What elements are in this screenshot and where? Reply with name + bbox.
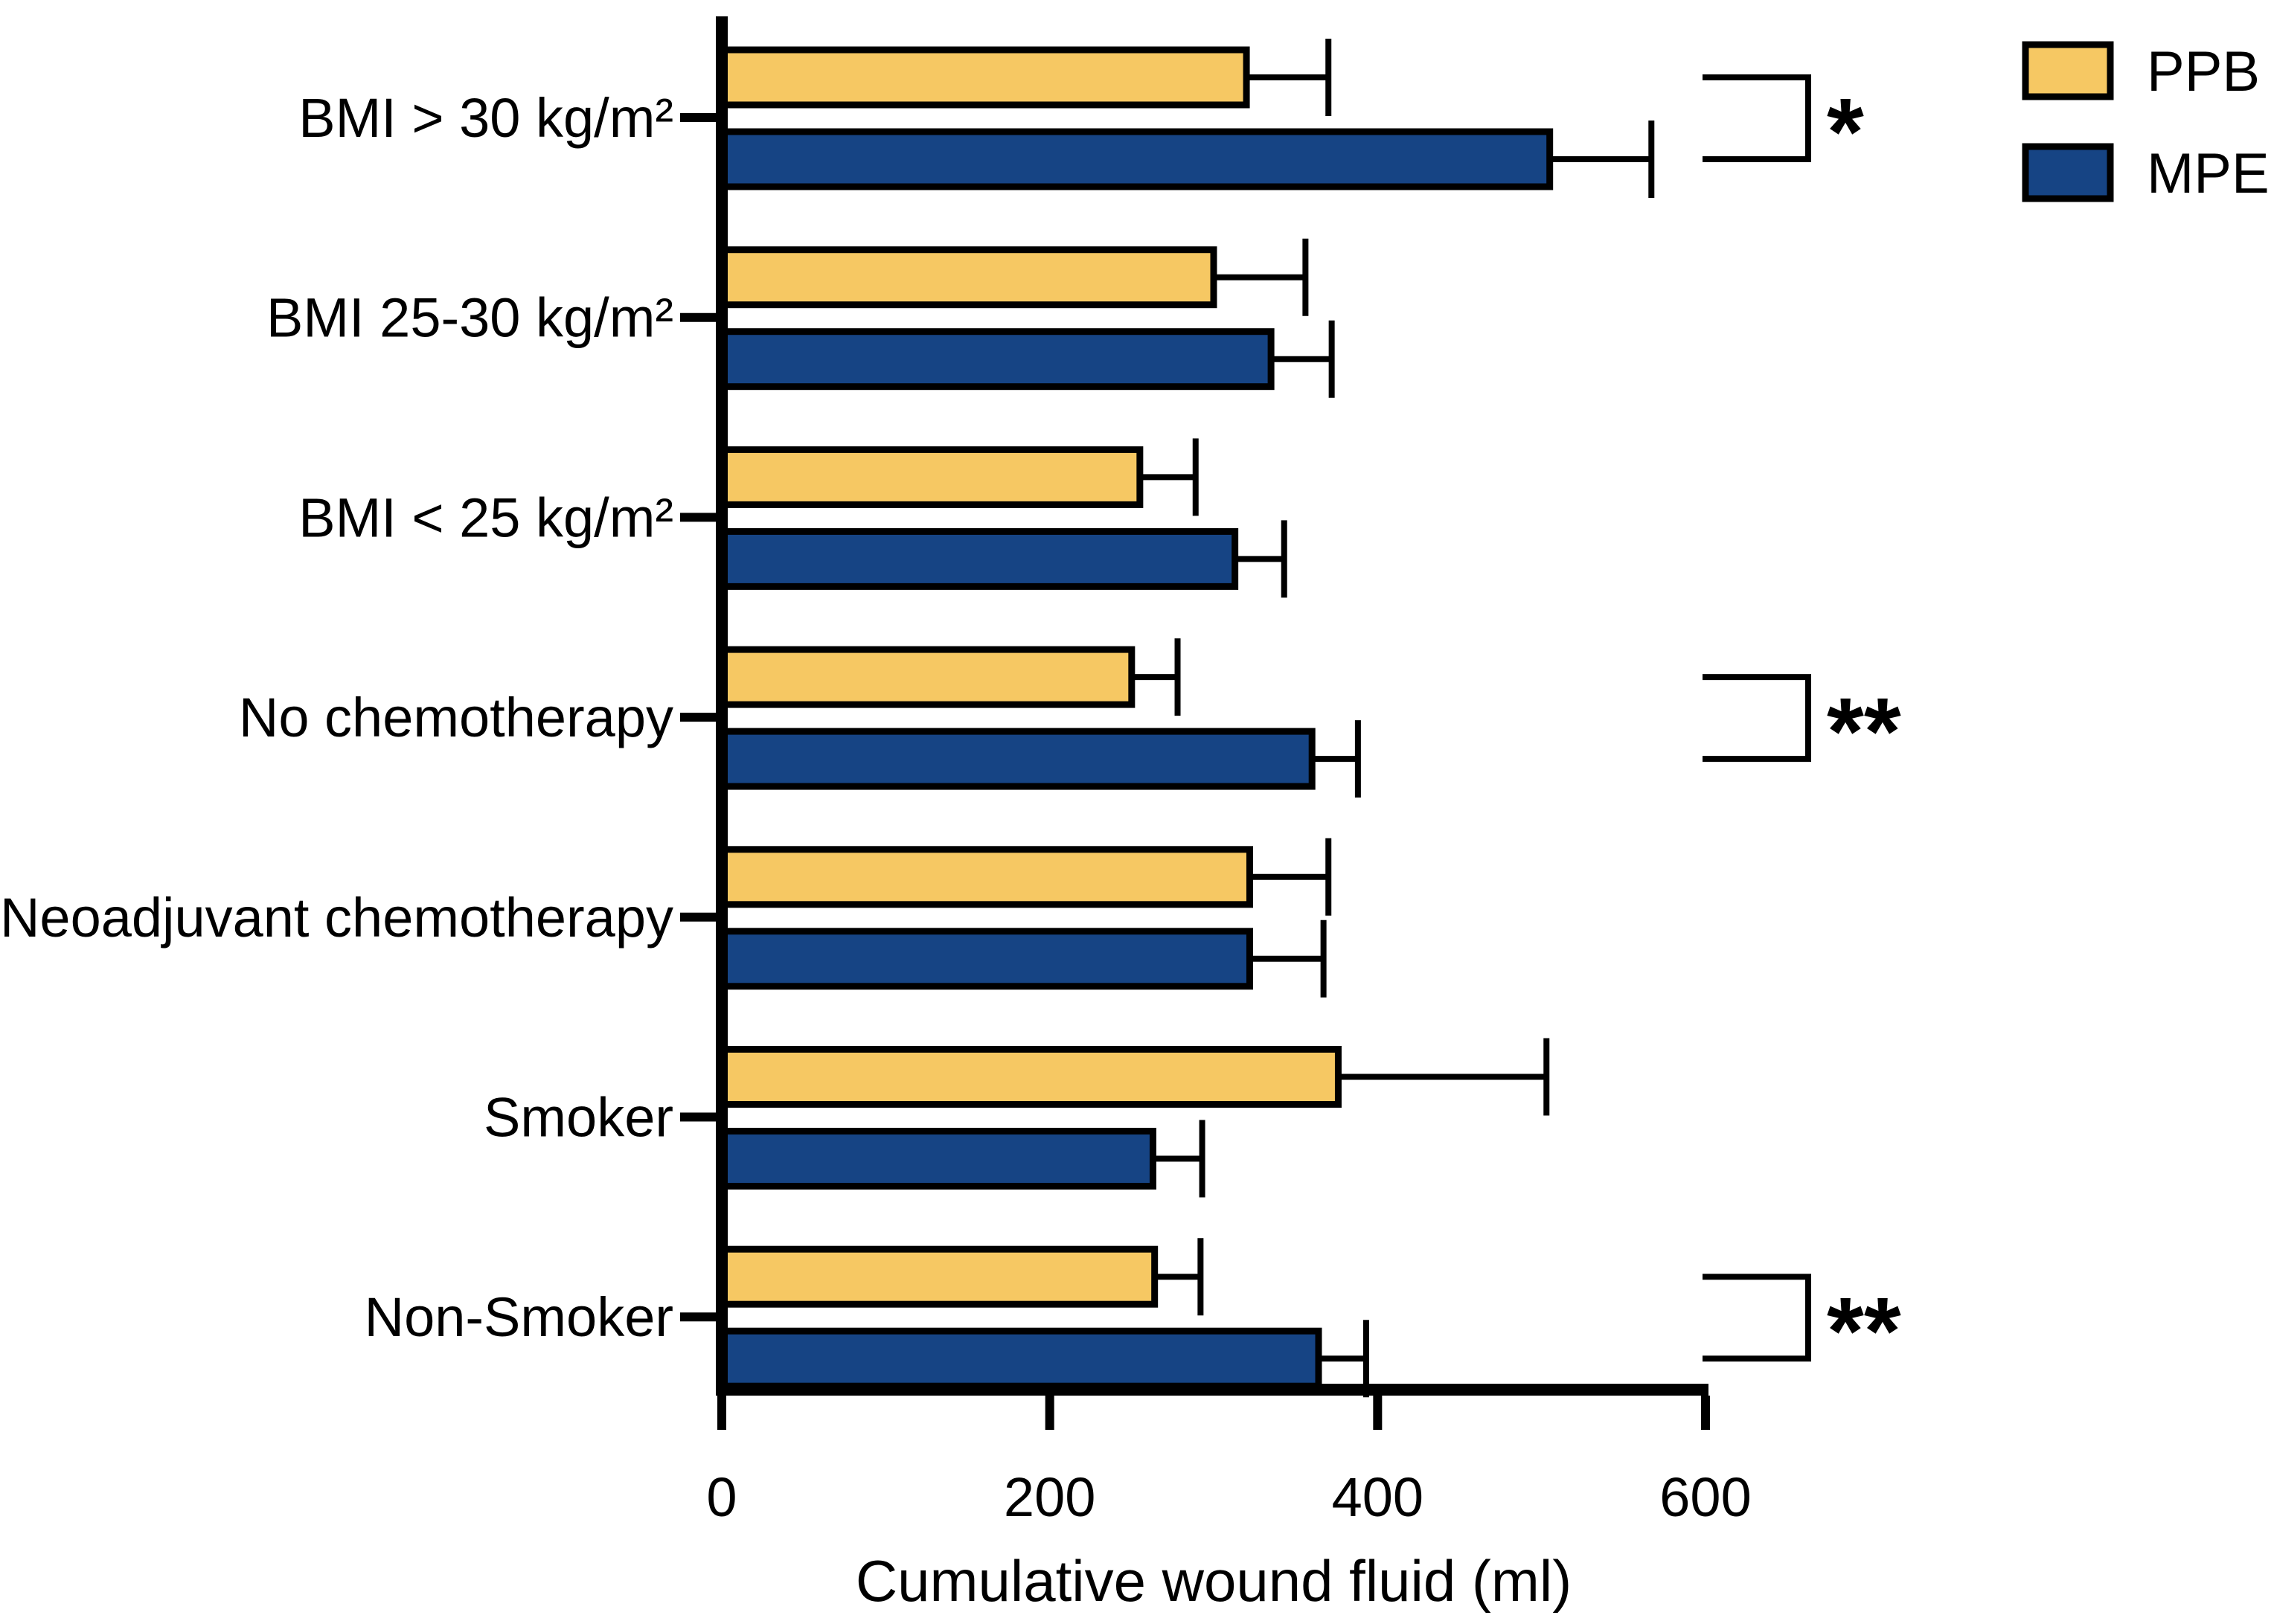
bar-ppb-3 (718, 646, 1136, 708)
error-bars-layer (1130, 39, 1655, 1398)
x-tick-label-3: 600 (1659, 1466, 1751, 1528)
legend-label-mpe: MPE (2147, 142, 2270, 205)
category-label-1: BMI 25-30 kg/m² (266, 287, 673, 349)
x-tick-label-0: 0 (706, 1466, 737, 1528)
bar-mpe-2 (718, 527, 1239, 590)
bar-ppb-5 (718, 1046, 1342, 1108)
bar-ppb-1 (718, 246, 1217, 309)
category-label-4: Neoadjuvant chemotherapy (0, 887, 673, 949)
bar-mpe-5 (718, 1128, 1156, 1190)
bar-ppb-4 (718, 846, 1253, 908)
significance-layer: ***** (1703, 74, 1901, 1384)
significance-stars-1: ** (1827, 678, 1901, 785)
bar-mpe-4 (718, 928, 1253, 990)
legend-swatch-ppb (2022, 41, 2114, 100)
x-tick-label-2: 400 (1332, 1466, 1423, 1528)
bar-ppb-6 (718, 1245, 1159, 1308)
category-label-0: BMI > 30 kg/m² (298, 87, 673, 149)
category-label-2: BMI < 25 kg/m² (298, 487, 673, 548)
significance-bracket-0 (1703, 74, 1811, 162)
legend: PPB MPE (2022, 40, 2270, 205)
axes-layer (680, 16, 1710, 1430)
significance-bracket-1 (1703, 674, 1811, 763)
legend-swatch-mpe (2022, 143, 2114, 202)
significance-stars-2: ** (1827, 1278, 1901, 1384)
x-tick-label-1: 200 (1004, 1466, 1095, 1528)
x-axis-title: Cumulative wound fluid (ml) (856, 1548, 1572, 1614)
bar-ppb-0 (718, 46, 1250, 109)
significance-stars-0: * (1827, 79, 1864, 185)
category-label-6: Non-Smoker (365, 1286, 673, 1348)
legend-label-ppb: PPB (2147, 40, 2260, 103)
bar-mpe-0 (718, 128, 1554, 190)
bar-mpe-6 (718, 1327, 1322, 1390)
tick-labels-layer: 0 200 400 600 (706, 1466, 1751, 1528)
category-labels-layer: BMI > 30 kg/m² BMI 25-30 kg/m² BMI < 25 kg… (0, 87, 673, 1348)
bar-mpe-3 (718, 728, 1316, 790)
category-label-5: Smoker (484, 1087, 673, 1149)
category-label-3: No chemotherapy (239, 687, 673, 748)
bars-layer (718, 46, 1554, 1390)
significance-bracket-2 (1703, 1274, 1811, 1362)
bar-ppb-2 (718, 446, 1144, 508)
bar-mpe-1 (718, 328, 1275, 391)
